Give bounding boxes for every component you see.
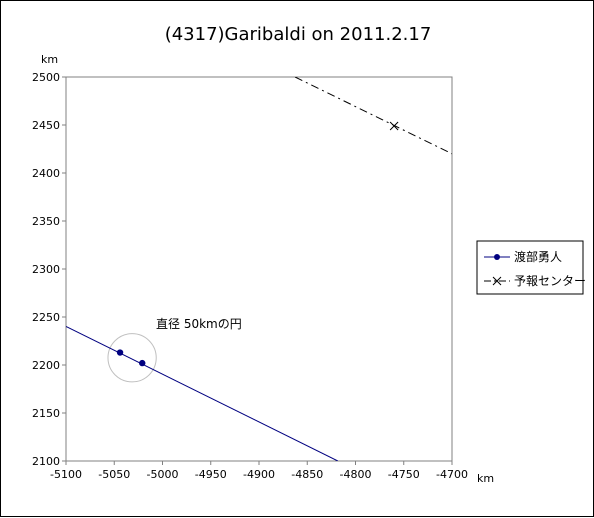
y-tick-label: 2450 xyxy=(32,119,60,132)
legend-label-forecast: 予報センター xyxy=(514,274,586,288)
y-tick-label: 2250 xyxy=(32,311,60,324)
x-tick-label: -4800 xyxy=(340,468,372,481)
x-tick-label: -5100 xyxy=(50,468,82,481)
y-tick-label: 2100 xyxy=(32,455,60,468)
series-line-1 xyxy=(294,77,452,155)
x-tick-label: -5050 xyxy=(98,468,130,481)
y-axis-unit: km xyxy=(41,53,58,66)
data-point-0 xyxy=(116,349,124,356)
legend: 渡部勇人 予報センター xyxy=(476,240,586,295)
y-tick-label: 2500 xyxy=(32,71,60,84)
plot-area xyxy=(65,76,453,462)
data-point-0 xyxy=(139,359,146,367)
y-tick-label: 2150 xyxy=(32,407,60,420)
y-tick-label: 2400 xyxy=(32,167,60,180)
diameter-50km-circle xyxy=(107,333,157,383)
chart-title: (4317)Garibaldi on 2011.2.17 xyxy=(165,24,432,45)
series-line-0 xyxy=(66,325,339,461)
x-axis-unit: km xyxy=(477,472,494,485)
x-tick-label: -4700 xyxy=(436,468,468,481)
annotation-circle-label: 直径 50kmの円 xyxy=(156,317,242,331)
y-tick-label: 2300 xyxy=(32,263,60,276)
y-axis-ticks: 2500 2450 2400 2350 2300 2250 2200 2150 2100 xyxy=(32,71,66,468)
legend-marker-forecast xyxy=(492,276,502,286)
legend-box xyxy=(476,240,584,295)
y-tick-label: 2350 xyxy=(32,215,60,228)
x-tick-label: -4850 xyxy=(291,468,323,481)
x-axis-ticks: -5100 -5050 -5000 -4950 -4900 -4850 -4800 -4750… xyxy=(50,461,468,481)
data-point-1 xyxy=(389,121,399,131)
x-tick-label: -4950 xyxy=(195,468,227,481)
x-tick-label: -5000 xyxy=(147,468,179,481)
legend-marker-watanabe xyxy=(494,254,500,260)
x-tick-label: -4750 xyxy=(388,468,420,481)
x-tick-label: -4900 xyxy=(243,468,275,481)
y-tick-label: 2200 xyxy=(32,359,60,372)
series-layer xyxy=(66,77,452,461)
legend-label-watanabe: 渡部勇人 xyxy=(514,249,562,264)
